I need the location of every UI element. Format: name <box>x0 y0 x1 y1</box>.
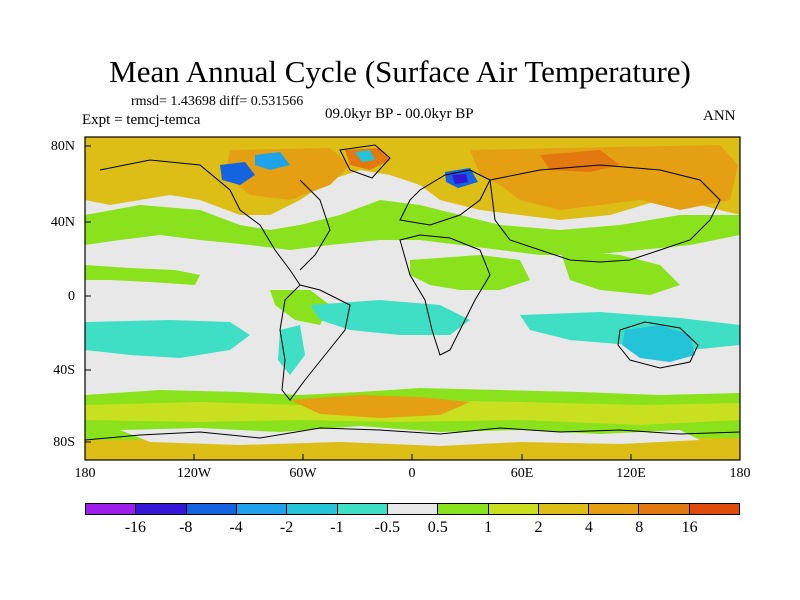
colorbar-label: 4 <box>584 519 593 536</box>
region-australia-cool <box>622 325 695 362</box>
lat-label-80n: 80N <box>50 139 75 154</box>
coast-africa <box>399 234 491 356</box>
coast-north-america <box>99 159 301 286</box>
region-northern-green <box>85 200 740 255</box>
coast-greenland <box>339 144 391 179</box>
experiment-label: Expt = temcj-temca <box>82 112 201 128</box>
coast-antarctica <box>85 427 740 441</box>
lat-label-80s: 80S <box>53 435 75 450</box>
coast-europe <box>399 169 491 226</box>
region-eurasia-orange <box>470 145 738 210</box>
colorbar-cell <box>236 504 288 514</box>
region-south-pacific-cool <box>85 320 250 358</box>
colorbar-label: -16 <box>124 519 147 536</box>
lon-label-180w: 180 <box>74 466 96 481</box>
colorbar-label: 2 <box>534 519 543 536</box>
lat-label-40s: 40S <box>53 363 75 378</box>
colorbar-cell <box>488 504 539 514</box>
lon-label-120e: 120E <box>616 466 646 481</box>
region-amazon-green <box>270 290 330 325</box>
colorbar-cell <box>186 504 237 514</box>
lon-label-120w: 120W <box>176 466 212 481</box>
season-label: ANN <box>703 108 736 124</box>
lon-label-180e: 180 <box>729 466 751 481</box>
region-cool-arctic <box>255 152 290 170</box>
colorbar-cell <box>689 504 740 514</box>
coast-australia <box>617 321 699 369</box>
colorbar-cell <box>589 504 640 514</box>
colorbar-cell <box>86 504 137 514</box>
region-cold-canada <box>220 162 255 185</box>
lon-label-60w: 60W <box>289 466 317 481</box>
colorbar-label: -0.5 <box>374 519 400 536</box>
coast-north-america-east <box>299 179 331 271</box>
colorbar-label: -2 <box>279 519 294 536</box>
colorbar-cell <box>538 504 590 514</box>
region-cool-greenland <box>355 150 375 162</box>
colorbar-label: 0.5 <box>427 519 448 536</box>
region-pacific-green <box>85 265 200 285</box>
colorbar-label: 16 <box>681 519 698 536</box>
lat-label-40n: 40N <box>50 215 75 230</box>
region-antarctic-neutral <box>120 426 700 446</box>
colorbar-label: -4 <box>229 519 243 536</box>
region-hot-spot-siberia <box>540 150 620 172</box>
coast-asia <box>489 164 721 263</box>
lon-label-0: 0 <box>408 466 416 481</box>
region-africa-green <box>410 255 530 290</box>
lon-label-60e: 60E <box>510 466 534 481</box>
colorbar-cell <box>639 504 690 514</box>
colorbar-cell <box>337 504 388 514</box>
lat-label-0: 0 <box>68 289 75 304</box>
region-atlantic-cool <box>310 300 470 335</box>
region-southern-ocean-orange <box>290 395 470 418</box>
colorbar-label: -1 <box>330 519 344 536</box>
region-coldest-patch <box>452 174 468 184</box>
colorbar-cell <box>438 504 489 514</box>
colorbar-label: 1 <box>484 519 493 536</box>
colorbar-cell <box>387 504 439 514</box>
time-period-label: 09.0kyr BP - 00.0kyr BP <box>325 106 474 122</box>
map-title: Mean Annual Cycle (Surface Air Temperatu… <box>109 54 691 89</box>
colorbar <box>85 503 740 515</box>
colorbar-cell <box>287 504 338 514</box>
colorbar-label: -8 <box>179 519 193 536</box>
colorbar-cell <box>136 504 187 514</box>
coast-south-america <box>279 284 351 401</box>
axis-ticks <box>85 145 632 460</box>
colorbar-label: 8 <box>635 519 644 536</box>
rmsd-diff-stats: rmsd= 1.43698 diff= 0.531566 <box>131 94 304 109</box>
